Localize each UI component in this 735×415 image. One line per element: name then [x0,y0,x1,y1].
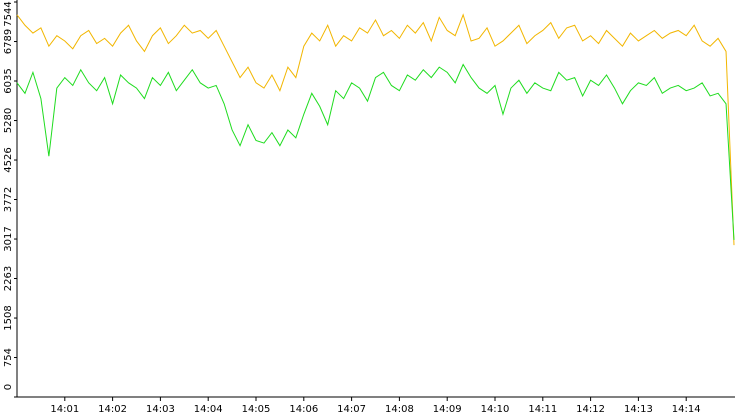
y-tick-label: 6035 [3,68,14,93]
y-tick-label: 7544 [3,1,14,26]
x-tick-label: 14:01 [50,404,79,415]
x-tick-label: 14:09 [433,404,462,415]
y-tick-label: 6789 [3,29,14,54]
y-tick-label: 2263 [3,266,14,291]
x-tick-label: 14:07 [337,404,366,415]
x-tick-label: 14:13 [624,404,653,415]
x-tick-label: 14:08 [385,404,414,415]
x-tick-label: 14:04 [194,404,223,415]
x-tick-label: 14:05 [242,404,271,415]
y-tick-label: 754 [3,348,14,367]
series-line [16,13,735,246]
y-tick-label: 1508 [3,305,14,330]
x-tick-label: 14:03 [146,404,175,415]
y-tick-label: 4526 [3,147,14,172]
x-tick-label: 14:12 [576,404,605,415]
x-tick-label: 14:06 [289,404,318,415]
y-tick-label: 5280 [3,108,14,133]
x-tick-label: 14:10 [481,404,510,415]
x-tick-label: 14:11 [528,404,557,415]
x-tick-label: 14:14 [672,404,701,415]
y-tick-label: 3772 [3,187,14,212]
y-tick-label: 0 [3,384,14,390]
series-line [16,63,735,240]
x-tick-label: 14:02 [98,404,127,415]
y-tick-label: 3017 [3,226,14,251]
